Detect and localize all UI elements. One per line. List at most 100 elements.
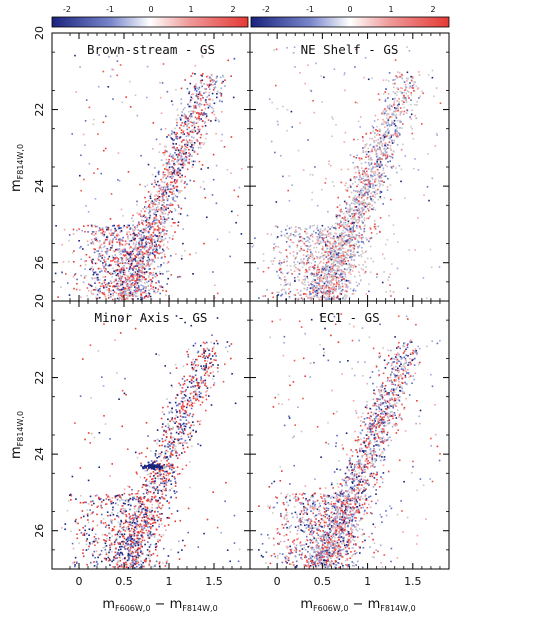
data-point (298, 240, 300, 243)
data-point (148, 212, 150, 214)
data-point (123, 280, 125, 283)
data-point (348, 196, 351, 198)
data-point (286, 47, 288, 49)
data-point (114, 278, 117, 281)
data-point (393, 141, 395, 144)
data-point (358, 193, 361, 196)
data-point (322, 245, 324, 248)
data-point (319, 278, 322, 280)
data-point (162, 199, 165, 201)
data-point (126, 233, 128, 236)
data-point (195, 100, 197, 103)
data-point (312, 278, 315, 281)
data-point (294, 235, 296, 238)
data-point (343, 225, 346, 228)
data-point (145, 243, 148, 246)
data-point (313, 268, 315, 271)
data-point (363, 192, 366, 195)
data-point (150, 534, 153, 537)
data-point (187, 117, 189, 120)
data-point (324, 267, 327, 269)
data-point (116, 60, 119, 62)
data-point (403, 96, 405, 99)
data-point (153, 213, 155, 216)
data-point (298, 273, 301, 275)
data-point (117, 285, 119, 287)
data-point (316, 269, 318, 272)
data-point (109, 544, 111, 546)
data-point (90, 238, 93, 241)
data-point (354, 206, 356, 208)
data-point (171, 103, 174, 106)
data-point (61, 271, 63, 273)
data-point (304, 230, 306, 233)
data-point (378, 146, 381, 149)
data-point (379, 161, 382, 163)
data-point (341, 288, 344, 291)
data-point (389, 103, 391, 106)
data-point (86, 515, 89, 517)
data-point (215, 202, 218, 205)
data-point (152, 212, 155, 215)
data-point (389, 273, 392, 276)
data-point (324, 272, 326, 275)
data-point (315, 62, 317, 65)
data-point (343, 74, 345, 76)
data-point (307, 239, 309, 242)
data-point (107, 264, 110, 267)
data-point (308, 241, 311, 244)
data-point (107, 86, 110, 88)
data-point (385, 156, 388, 159)
data-point (344, 219, 347, 221)
data-point (175, 186, 177, 189)
data-point (124, 250, 127, 253)
data-point (189, 101, 191, 103)
data-point (382, 152, 385, 154)
data-point (157, 290, 159, 293)
data-point (159, 273, 162, 275)
data-point (220, 140, 223, 142)
data-point (127, 295, 129, 298)
data-point (74, 273, 77, 275)
data-point (113, 270, 115, 272)
data-point (119, 543, 122, 545)
data-point (94, 288, 97, 291)
data-point (160, 112, 163, 114)
data-point (162, 173, 164, 176)
data-point (79, 247, 81, 249)
data-point (201, 79, 204, 81)
data-point (416, 88, 419, 90)
data-point (274, 151, 276, 154)
data-point (148, 260, 150, 262)
data-point (155, 247, 157, 249)
data-point (216, 90, 219, 93)
data-point (159, 252, 162, 254)
data-point (168, 425, 170, 427)
data-point (390, 295, 392, 297)
data-point (391, 106, 394, 108)
data-point (190, 113, 192, 115)
data-point (141, 245, 143, 248)
data-point (126, 258, 129, 261)
data-point (342, 221, 345, 224)
data-point (353, 236, 356, 239)
data-point (197, 146, 200, 149)
data-point (345, 210, 348, 213)
data-point (403, 106, 405, 109)
data-point (302, 237, 304, 240)
data-point (180, 154, 182, 157)
data-point (345, 284, 348, 286)
data-point (348, 240, 350, 242)
data-point (332, 235, 335, 238)
data-point (150, 298, 153, 301)
data-point (100, 232, 102, 234)
data-point (337, 214, 339, 217)
data-point (128, 260, 130, 262)
data-point (336, 256, 338, 259)
data-point (165, 162, 168, 165)
data-point (267, 267, 270, 269)
y-tick-label: 26 (33, 256, 46, 270)
data-point (356, 285, 359, 287)
data-point (339, 292, 341, 294)
data-point (338, 261, 340, 264)
